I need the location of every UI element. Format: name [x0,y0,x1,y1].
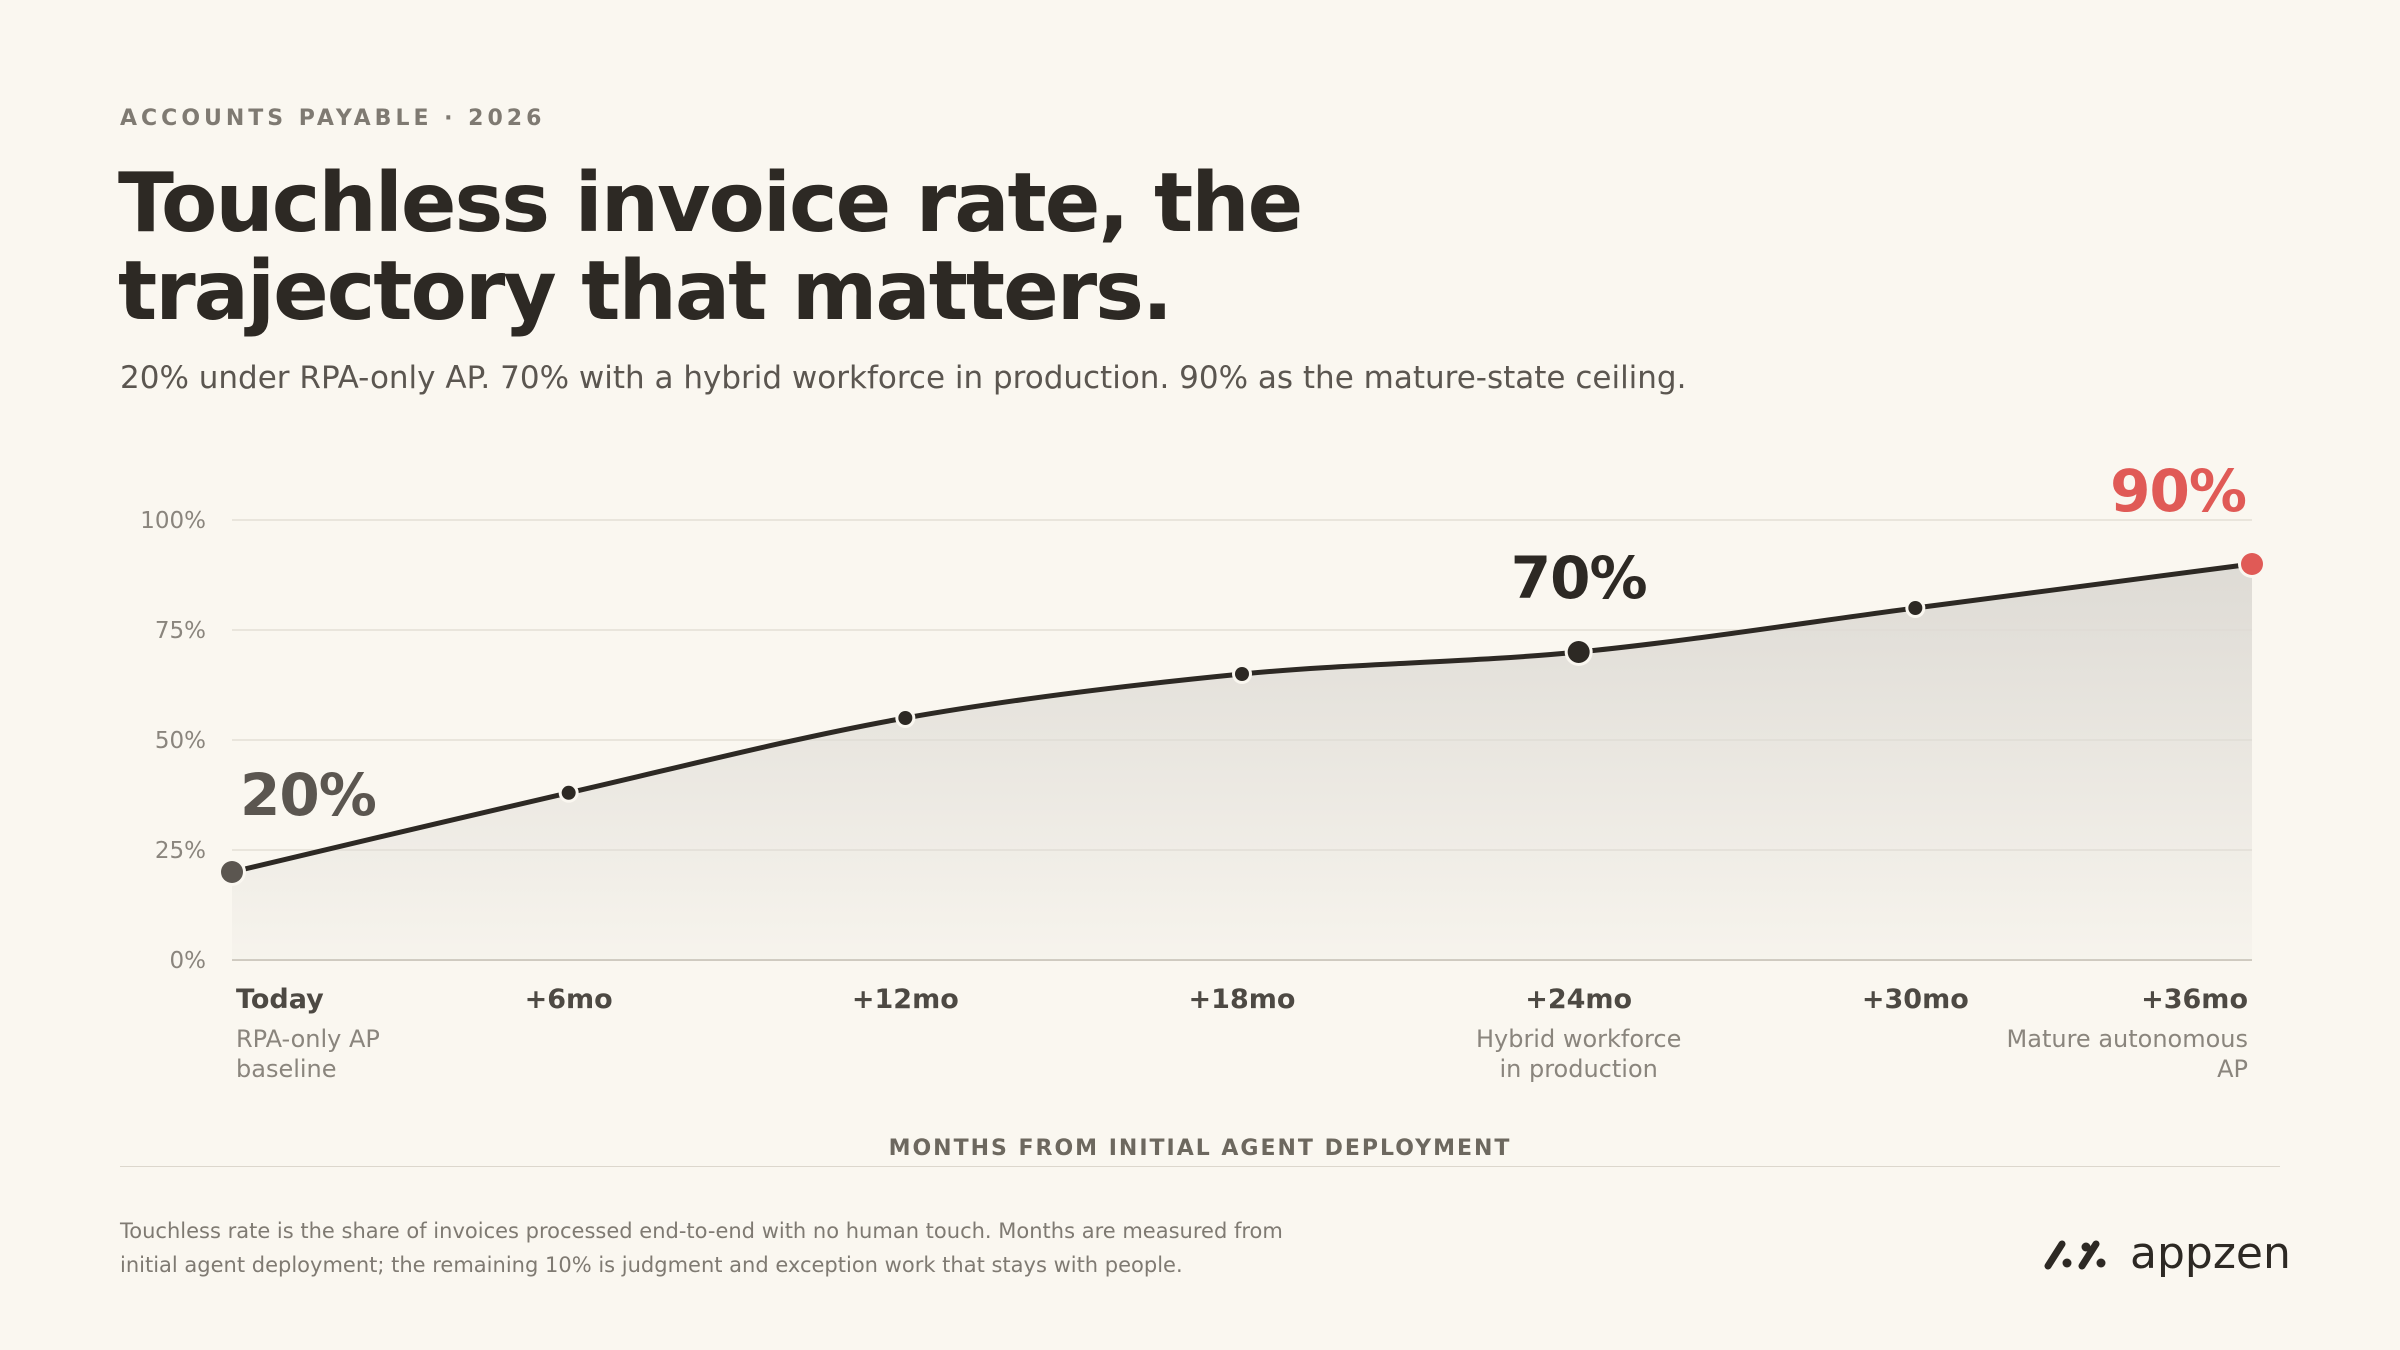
area-fill [232,564,2252,960]
y-tick-label: 100% [140,508,206,534]
data-point [561,785,576,800]
y-tick-label: 50% [155,728,206,754]
x-tick-label: +30mo [1862,984,1969,1015]
x-tick-label: +6mo [525,984,613,1015]
x-tick-label: +36mo [2141,984,2248,1015]
annotation-label: 20% [240,761,376,829]
page-title: Touchless invoice rate, the trajectory t… [118,156,1303,339]
line-chart: 0% 25% 50% 75% 100% 20% 70% 90% Today RPA-only A… [140,457,2263,1160]
annotation-label: 90% [2110,457,2246,525]
annotation-label: 70% [1511,544,1647,612]
x-axis-title: MONTHS FROM INITIAL AGENT DEPLOYMENT [889,1136,1512,1160]
x-tick-label: Today [236,984,324,1015]
eyebrow: ACCOUNTS PAYABLE · 2026 [120,106,546,131]
subtitle: 20% under RPA-only AP. 70% with a hybrid… [120,360,1687,396]
x-tick-label: +24mo [1525,984,1632,1015]
y-tick-label: 0% [170,948,207,974]
data-point [221,861,243,883]
data-point [898,711,913,725]
logo-wordmark: appzen [2130,1228,2291,1279]
x-tick-note: Mature autonomous AP [2007,1025,2248,1083]
x-tick-note: RPA-only AP baseline [236,1025,380,1083]
y-tick-label: 25% [155,838,206,864]
data-point [1235,667,1249,681]
x-tick-label: +18mo [1189,984,1296,1015]
brand-logo: appzen [2044,1232,2291,1276]
data-point [1567,641,1590,663]
x-tick-label: +12mo [852,984,959,1015]
footer-divider [120,1166,2280,1167]
x-tick-note: Hybrid workforce in production [1476,1025,1681,1083]
appzen-mark-icon [2044,1240,2106,1270]
data-point [1908,601,1923,615]
y-tick-label: 75% [155,618,206,644]
footnote: Touchless rate is the share of invoices … [120,1219,1283,1277]
data-point [2241,553,2263,575]
